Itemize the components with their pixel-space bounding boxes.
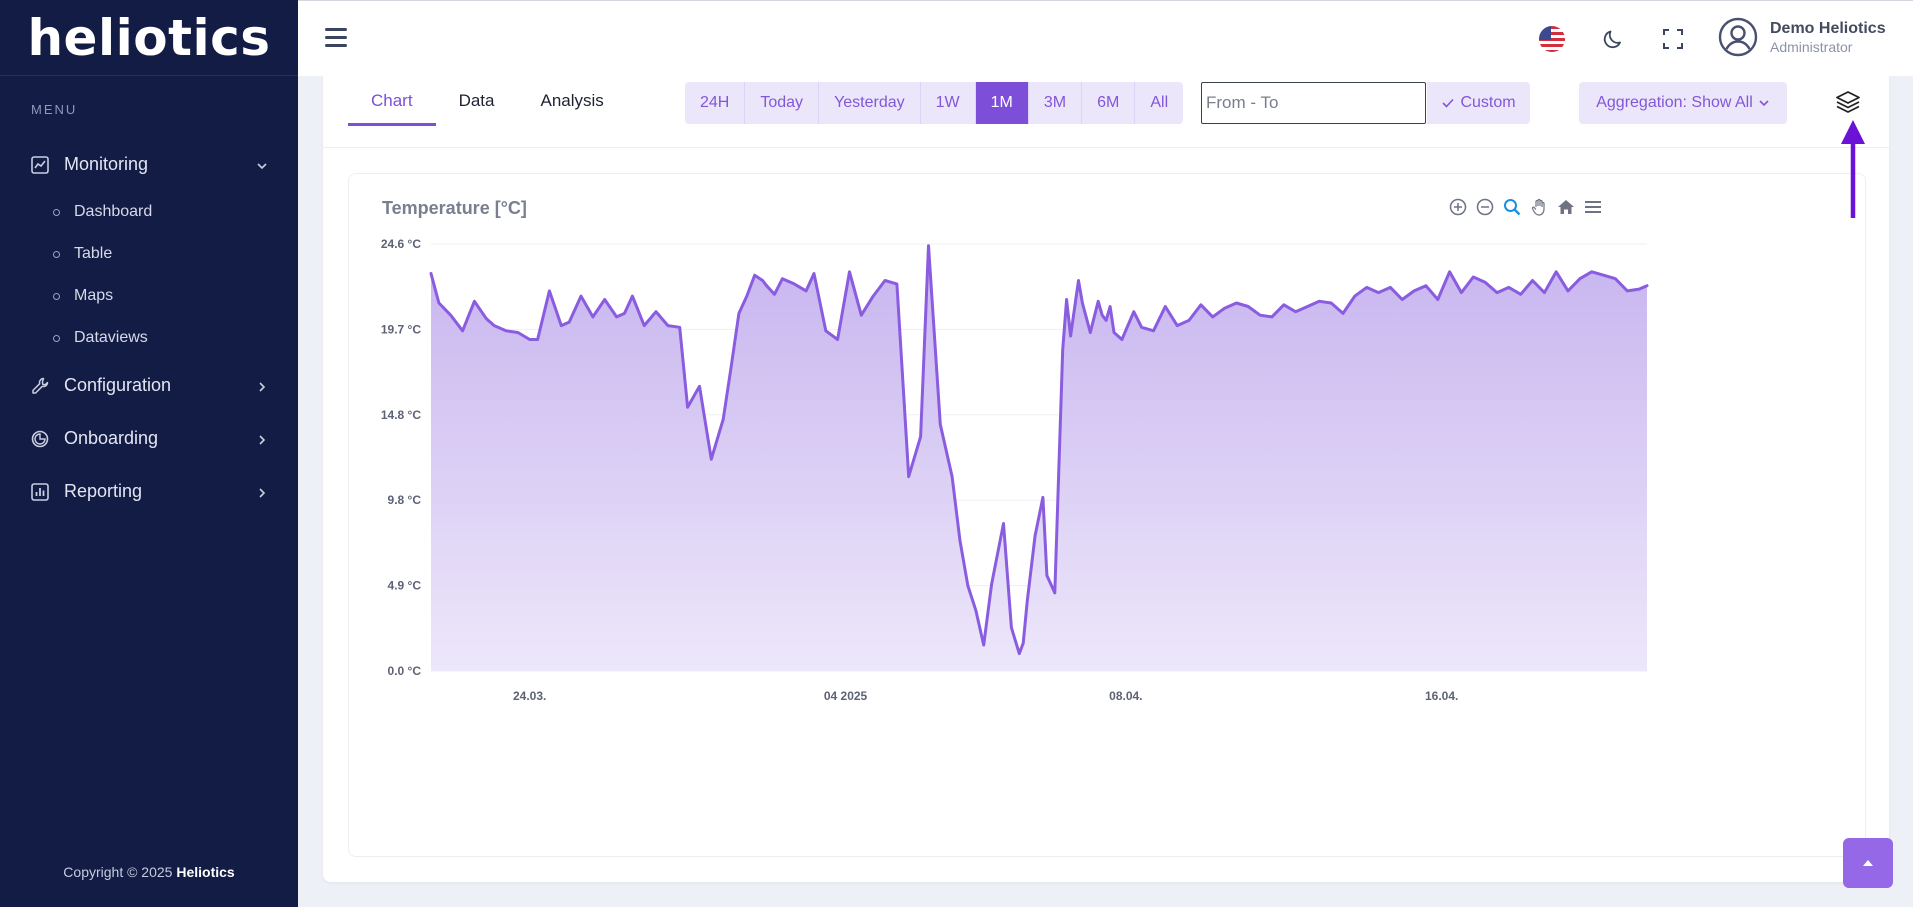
chart-panel: Temperature [°C] 24.6 °C 19.7 °C 14.8 °C 9.… bbox=[348, 173, 1866, 857]
layers-icon[interactable] bbox=[1835, 89, 1861, 115]
x-tick-label: 24.03. bbox=[513, 689, 546, 703]
tab-data[interactable]: Data bbox=[458, 91, 495, 110]
bullet-icon bbox=[53, 208, 60, 216]
zoom-out-icon[interactable] bbox=[1476, 198, 1494, 216]
range-yesterday-button[interactable]: Yesterday bbox=[819, 82, 921, 124]
onboarding-icon bbox=[30, 429, 50, 449]
range-1m-button[interactable]: 1M bbox=[975, 82, 1029, 124]
sidebar-subitem-label: Maps bbox=[74, 287, 114, 304]
temperature-chart[interactable]: 24.6 °C 19.7 °C 14.8 °C 9.8 °C 4.9 °C 0.0 °C 2… bbox=[349, 174, 1867, 858]
range-all-button[interactable]: All bbox=[1150, 94, 1169, 111]
time-range-selector: 24H Today Yesterday 1W 1M 3M 6M All bbox=[685, 82, 1184, 124]
chevron-right-icon bbox=[256, 433, 268, 445]
aggregation-label: Aggregation: Show All bbox=[1596, 94, 1753, 111]
y-tick-label: 19.7 °C bbox=[381, 322, 421, 336]
y-tick-label: 24.6 °C bbox=[381, 237, 421, 251]
sidebar-subitem-label: Table bbox=[74, 245, 113, 262]
aggregation-dropdown[interactable]: Aggregation: Show All bbox=[1579, 82, 1787, 124]
pan-icon[interactable] bbox=[1530, 198, 1548, 216]
us-flag-icon[interactable] bbox=[1539, 26, 1565, 52]
divider bbox=[323, 147, 1889, 148]
sidebar-item-reporting[interactable]: Reporting bbox=[0, 465, 298, 518]
y-tick-label: 4.9 °C bbox=[388, 579, 422, 593]
user-name: Demo Heliotics bbox=[1770, 19, 1886, 37]
bullet-icon bbox=[53, 334, 60, 342]
range-3m-button[interactable]: 3M bbox=[1029, 82, 1083, 124]
zoom-in-icon[interactable] bbox=[1449, 198, 1467, 216]
sidebar-subitem-dataviews[interactable]: Dataviews bbox=[0, 317, 298, 359]
range-6m-button[interactable]: 6M bbox=[1082, 82, 1136, 124]
sidebar-subitem-label: Dashboard bbox=[74, 203, 153, 220]
sidebar-item-label: Onboarding bbox=[64, 428, 159, 448]
x-tick-label: 08.04. bbox=[1109, 689, 1142, 703]
logo[interactable]: heliotics bbox=[0, 0, 298, 76]
y-tick-label: 14.8 °C bbox=[381, 408, 421, 422]
report-icon bbox=[30, 482, 50, 502]
sidebar-item-label: Reporting bbox=[64, 481, 143, 501]
sidebar-subitem-dashboard[interactable]: Dashboard bbox=[0, 191, 298, 233]
x-tick-label: 16.04. bbox=[1425, 689, 1458, 703]
chevron-right-icon bbox=[256, 486, 268, 498]
view-tabs: Chart Data Analysis bbox=[348, 76, 627, 126]
logo-text: heliotics bbox=[27, 8, 271, 67]
custom-range-label: Custom bbox=[1460, 94, 1516, 111]
y-tick-label: 9.8 °C bbox=[388, 493, 422, 507]
custom-range-button[interactable]: Custom bbox=[1427, 82, 1530, 124]
chart-toolbar bbox=[1449, 198, 1602, 216]
user-menu[interactable]: Demo Heliotics Administrator bbox=[1718, 17, 1886, 57]
tab-chart[interactable]: Chart bbox=[348, 76, 436, 126]
date-range-input[interactable] bbox=[1201, 82, 1426, 124]
range-24h-button[interactable]: 24H bbox=[685, 82, 746, 124]
wrench-icon bbox=[30, 376, 50, 396]
series-line[interactable] bbox=[429, 244, 1649, 656]
x-tick-label: 04 2025 bbox=[824, 689, 868, 703]
copyright-brand: Heliotics bbox=[176, 864, 235, 880]
fullscreen-icon[interactable] bbox=[1662, 28, 1684, 50]
sidebar-item-label: Configuration bbox=[64, 375, 172, 395]
sidebar-subitem-label: Dataviews bbox=[74, 329, 148, 346]
arrow-up-icon bbox=[1841, 120, 1865, 218]
copyright-text: Copyright © 2025 bbox=[63, 864, 177, 880]
home-icon[interactable] bbox=[1557, 198, 1575, 216]
sidebar-item-configuration[interactable]: Configuration bbox=[0, 359, 298, 412]
chart-title: Temperature [°C] bbox=[382, 198, 527, 218]
sidebar-item-onboarding[interactable]: Onboarding bbox=[0, 412, 298, 465]
caret-up-icon bbox=[1863, 860, 1873, 866]
sidebar-subitem-maps[interactable]: Maps bbox=[0, 275, 298, 317]
chevron-down-icon bbox=[1759, 100, 1769, 107]
tab-analysis[interactable]: Analysis bbox=[540, 91, 604, 110]
range-today-button[interactable]: Today bbox=[745, 82, 820, 124]
chevron-right-icon bbox=[256, 380, 268, 392]
sidebar-item-monitoring[interactable]: Monitoring bbox=[0, 138, 298, 191]
menu-heading: MENU bbox=[31, 102, 78, 117]
user-avatar-icon bbox=[1718, 17, 1758, 57]
range-1w-button[interactable]: 1W bbox=[921, 82, 976, 124]
hamburger-menu-icon[interactable] bbox=[1584, 198, 1602, 216]
y-tick-label: 0.0 °C bbox=[388, 664, 422, 678]
bullet-icon bbox=[53, 250, 60, 258]
copyright: Copyright © 2025 Heliotics bbox=[0, 864, 298, 880]
chevron-down-icon bbox=[256, 159, 268, 171]
moon-icon[interactable] bbox=[1601, 27, 1625, 51]
check-icon bbox=[1442, 98, 1455, 108]
user-role: Administrator bbox=[1770, 38, 1853, 55]
sidebar-subitem-table[interactable]: Table bbox=[0, 233, 298, 275]
main-card: Chart Data Analysis 24H Today Yesterday … bbox=[323, 76, 1889, 882]
bullet-icon bbox=[53, 292, 60, 300]
series-area bbox=[431, 245, 1647, 671]
sidebar-item-label: Monitoring bbox=[64, 154, 149, 174]
selection-zoom-icon[interactable] bbox=[1503, 198, 1521, 216]
sidebar: heliotics MENU Monitoring Dashboard Tabl… bbox=[0, 0, 298, 907]
top-bar: Demo Heliotics Administrator bbox=[298, 0, 1913, 76]
menu-icon[interactable] bbox=[325, 28, 347, 48]
scroll-to-top-button[interactable] bbox=[1843, 838, 1893, 888]
chart-line-icon bbox=[30, 155, 50, 175]
